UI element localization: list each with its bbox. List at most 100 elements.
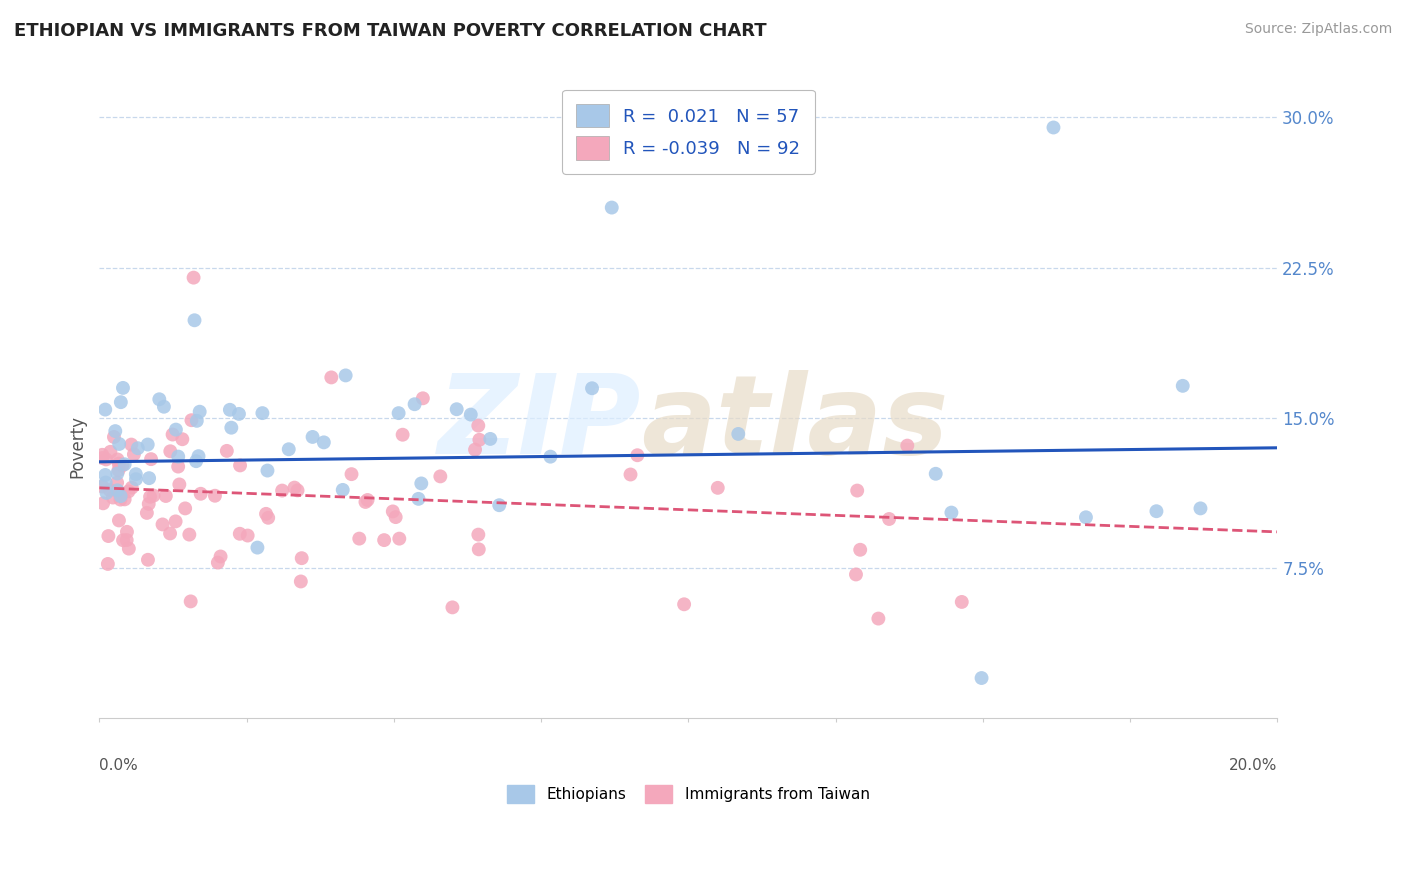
Point <box>115 533 138 547</box>
Point <box>411 476 433 491</box>
Point <box>321 370 343 384</box>
Point <box>845 567 868 582</box>
Point <box>460 408 482 422</box>
Point <box>254 507 277 521</box>
Point <box>408 491 430 506</box>
Point <box>356 493 378 508</box>
Point <box>105 483 128 498</box>
Point <box>101 491 124 505</box>
Point <box>167 450 190 464</box>
Point <box>110 489 132 503</box>
Point <box>429 469 451 483</box>
Point <box>290 574 312 589</box>
Point <box>103 430 125 444</box>
Point <box>112 533 135 548</box>
Point <box>91 450 114 465</box>
Point <box>98 483 121 497</box>
Point <box>388 406 411 420</box>
Text: atlas: atlas <box>641 370 949 477</box>
Point <box>468 433 491 447</box>
Point <box>464 442 486 457</box>
Point <box>479 432 502 446</box>
Point <box>600 201 623 215</box>
Point <box>138 497 160 511</box>
Point <box>312 435 335 450</box>
Point <box>287 483 309 498</box>
Point <box>381 504 404 518</box>
Point <box>340 467 363 482</box>
Point <box>207 556 229 570</box>
Point <box>950 595 973 609</box>
Point <box>219 402 242 417</box>
Point <box>118 541 141 556</box>
Point <box>1074 510 1097 524</box>
Point <box>108 513 131 527</box>
Point <box>229 458 252 473</box>
Point <box>125 467 148 482</box>
Point <box>169 477 191 491</box>
Point <box>221 420 243 434</box>
Text: ETHIOPIAN VS IMMIGRANTS FROM TAIWAN POVERTY CORRELATION CHART: ETHIOPIAN VS IMMIGRANTS FROM TAIWAN POVE… <box>14 22 766 40</box>
Point <box>180 594 202 608</box>
Point <box>179 527 201 541</box>
Point <box>142 489 165 503</box>
Point <box>135 506 157 520</box>
Point <box>188 405 211 419</box>
Point <box>127 441 149 455</box>
Point <box>335 368 357 383</box>
Point <box>180 413 202 427</box>
Text: ZIP: ZIP <box>437 370 641 477</box>
Point <box>384 510 406 524</box>
Point <box>256 464 278 478</box>
Point <box>896 439 918 453</box>
Point <box>277 442 299 457</box>
Point <box>107 457 129 471</box>
Point <box>138 471 160 485</box>
Point <box>228 407 250 421</box>
Point <box>467 527 489 541</box>
Point <box>446 402 468 417</box>
Point <box>114 492 136 507</box>
Point <box>167 459 190 474</box>
Point <box>172 432 194 446</box>
Point <box>105 475 128 490</box>
Point <box>1042 120 1064 135</box>
Point <box>159 526 181 541</box>
Point <box>159 444 181 458</box>
Point <box>391 427 413 442</box>
Point <box>110 492 132 507</box>
Point <box>110 395 132 409</box>
Point <box>846 483 869 498</box>
Point <box>868 611 890 625</box>
Point <box>136 553 159 567</box>
Point <box>152 517 174 532</box>
Point <box>187 449 209 463</box>
Point <box>404 397 426 411</box>
Point <box>94 402 117 417</box>
Point <box>94 452 117 467</box>
Point <box>291 551 314 566</box>
Point <box>94 475 117 490</box>
Point <box>925 467 948 481</box>
Point <box>849 542 872 557</box>
Point <box>673 597 696 611</box>
Point <box>626 448 648 462</box>
Text: 0.0%: 0.0% <box>100 758 138 773</box>
Point <box>941 506 963 520</box>
Point <box>1189 501 1212 516</box>
Point <box>136 437 159 451</box>
Legend: Ethiopians, Immigrants from Taiwan: Ethiopians, Immigrants from Taiwan <box>499 777 877 811</box>
Point <box>125 472 148 486</box>
Point <box>120 437 142 451</box>
Point <box>121 481 143 495</box>
Point <box>468 542 491 557</box>
Point <box>488 498 510 512</box>
Point <box>165 515 187 529</box>
Point <box>467 418 489 433</box>
Text: Poverty: Poverty <box>69 415 86 477</box>
Point <box>174 501 197 516</box>
Point <box>441 600 464 615</box>
Point <box>111 458 134 473</box>
Point <box>107 463 129 477</box>
Point <box>373 533 395 548</box>
